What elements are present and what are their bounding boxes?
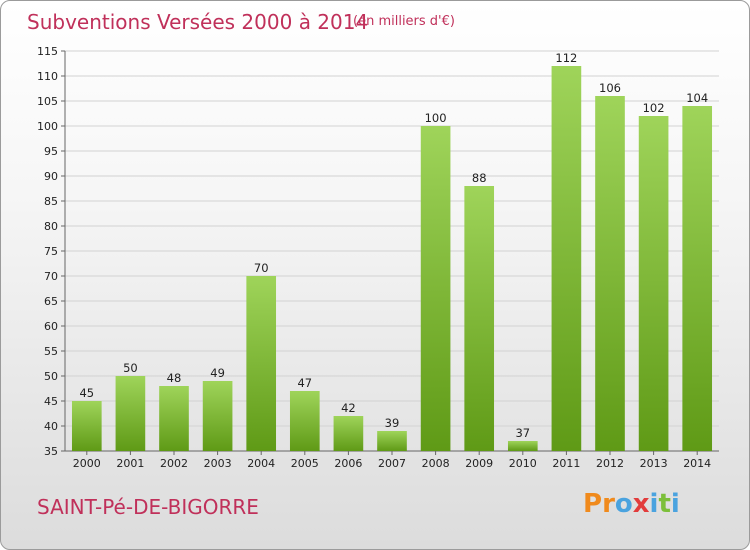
logo-letter: i xyxy=(670,489,680,519)
bar-2007[interactable] xyxy=(377,431,407,451)
logo-letter: o xyxy=(614,489,633,519)
logo-letter: x xyxy=(632,489,650,519)
bar-2012[interactable] xyxy=(595,96,625,451)
y-tick-label: 115 xyxy=(37,45,58,58)
logo-letter: P xyxy=(583,489,603,519)
x-tick-label-2005: 2005 xyxy=(291,457,319,470)
bar-2003[interactable] xyxy=(202,381,233,451)
bar-2004[interactable] xyxy=(246,276,277,451)
data-label-2004: 70 xyxy=(254,261,269,275)
labels: 45 50 48 49 70 47 42 39 100 88 37 112 106 102 104 xyxy=(79,51,708,440)
y-tick-label: 40 xyxy=(44,420,58,433)
y-tick-label: 85 xyxy=(44,195,58,208)
y-tick-label: 95 xyxy=(44,145,58,158)
data-label-2011: 112 xyxy=(555,51,577,65)
x-tick-label-2006: 2006 xyxy=(334,457,362,470)
data-label-2001: 50 xyxy=(123,361,138,375)
bar-2010[interactable] xyxy=(507,441,538,451)
x-tick-label-2008: 2008 xyxy=(422,457,450,470)
y-tick-label: 60 xyxy=(44,320,58,333)
x-tick-label-2013: 2013 xyxy=(640,457,668,470)
x-tick-label-2011: 2011 xyxy=(552,457,580,470)
x-tick-label-2012: 2012 xyxy=(596,457,624,470)
x-tick-label-2003: 2003 xyxy=(204,457,232,470)
chart-subtitle: (en milliers d'€) xyxy=(353,14,455,29)
data-label-2005: 47 xyxy=(297,376,312,390)
y-tick-label: 105 xyxy=(37,95,58,108)
data-label-2006: 42 xyxy=(341,401,356,415)
y-tick-label: 35 xyxy=(44,445,58,458)
data-label-2010: 37 xyxy=(515,426,530,440)
chart-title: Subventions Versées 2000 à 2014 xyxy=(27,10,369,34)
bar-2002[interactable] xyxy=(159,386,189,451)
y-tick-label: 75 xyxy=(44,245,58,258)
data-label-2012: 106 xyxy=(599,81,621,95)
data-label-2002: 48 xyxy=(167,371,182,385)
y-tick-label: 110 xyxy=(37,70,58,83)
bar-2013[interactable] xyxy=(638,116,669,451)
bar-2000[interactable] xyxy=(71,401,102,451)
data-label-2013: 102 xyxy=(643,101,665,115)
x-tick-label-2001: 2001 xyxy=(116,457,144,470)
logo-letter: r xyxy=(602,489,615,519)
bar-2011[interactable] xyxy=(551,66,582,451)
logo-letter: t xyxy=(658,489,671,519)
x-tick-label-2009: 2009 xyxy=(465,457,493,470)
data-label-2000: 45 xyxy=(79,386,94,400)
bar-2001[interactable] xyxy=(115,376,146,451)
data-label-2003: 49 xyxy=(210,366,225,380)
x-tick-label-2010: 2010 xyxy=(509,457,537,470)
x-tick-label-2004: 2004 xyxy=(247,457,275,470)
data-label-2009: 88 xyxy=(472,171,487,185)
y-tick-label: 50 xyxy=(44,370,58,383)
y-tick-label: 80 xyxy=(44,220,58,233)
bar-2008[interactable] xyxy=(420,126,451,451)
bar-2009[interactable] xyxy=(464,186,495,451)
proxiti-logo[interactable]: Proxiti xyxy=(583,489,680,519)
x-tick-label-2000: 2000 xyxy=(73,457,101,470)
y-tick-label: 45 xyxy=(44,395,58,408)
x-tick-label-2007: 2007 xyxy=(378,457,406,470)
bar-2005[interactable] xyxy=(289,391,320,451)
x-tick-label-2002: 2002 xyxy=(160,457,188,470)
y-tick-label: 65 xyxy=(44,295,58,308)
x-tick-label-2014: 2014 xyxy=(683,457,711,470)
data-label-2007: 39 xyxy=(385,416,400,430)
bars xyxy=(71,66,713,451)
place-name: SAINT-Pé-DE-BIGORRE xyxy=(37,495,259,519)
y-tick-label: 55 xyxy=(44,345,58,358)
bar-2006[interactable] xyxy=(333,416,364,451)
logo-letter: i xyxy=(649,489,659,519)
y-tick-label: 100 xyxy=(37,120,58,133)
data-label-2014: 104 xyxy=(686,91,708,105)
bar-2014[interactable] xyxy=(682,106,713,451)
y-tick-label: 90 xyxy=(44,170,58,183)
data-label-2008: 100 xyxy=(425,111,447,125)
y-tick-label: 70 xyxy=(44,270,58,283)
